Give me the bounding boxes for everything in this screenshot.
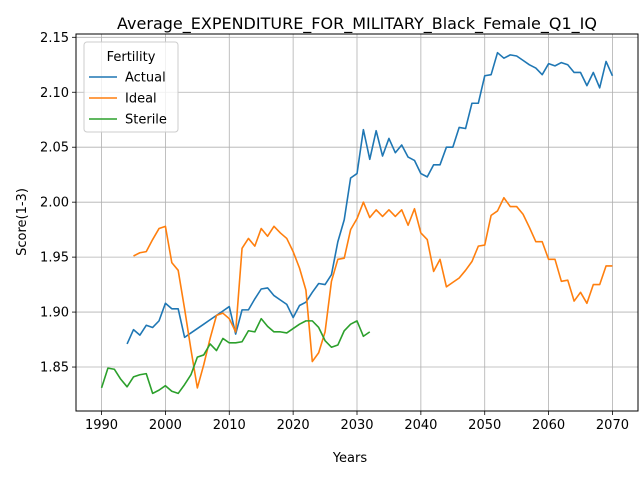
series-lines [100,51,614,395]
legend-label-actual: Actual [125,71,166,86]
y-tick-label: 1.95 [40,251,69,266]
y-axis-title: Score(1-3) [15,188,30,256]
legend-label-sterile: Sterile [125,113,167,128]
y-tick-label: 1.90 [40,306,69,321]
series-line-sterile [100,317,371,395]
y-tick-label: 2.10 [40,86,69,101]
x-axis: 1990 2000 2010 2020 2030 2040 2050 2060 2070 [85,411,629,433]
x-tick-label: 2030 [340,418,373,433]
x-tick-label: 2050 [468,418,501,433]
legend-title: Fertility [107,50,156,65]
series-line-actual [126,51,614,345]
y-tick-label: 2.15 [40,31,69,46]
grid [76,34,638,411]
y-axis: 1.85 1.90 1.95 2.00 2.05 2.10 2.15 [40,31,76,376]
y-tick-label: 2.00 [40,196,69,211]
x-tick-label: 2020 [277,418,310,433]
x-tick-label: 2060 [532,418,565,433]
y-tick-label: 1.85 [40,361,69,376]
legend-box [83,41,179,133]
y-tick-label: 2.05 [40,141,69,156]
chart-title: Average_EXPENDITURE_FOR_MILITARY_Black_F… [117,14,597,34]
series-line-ideal [133,196,613,389]
x-tick-label: 2040 [404,418,437,433]
x-tick-label: 2070 [596,418,629,433]
x-tick-label: 1990 [85,418,118,433]
x-axis-title: Years [332,451,368,466]
legend: Fertility Actual Ideal Sterile [83,41,179,133]
x-tick-label: 2010 [213,418,246,433]
x-tick-label: 2000 [149,418,182,433]
legend-label-ideal: Ideal [125,92,157,107]
